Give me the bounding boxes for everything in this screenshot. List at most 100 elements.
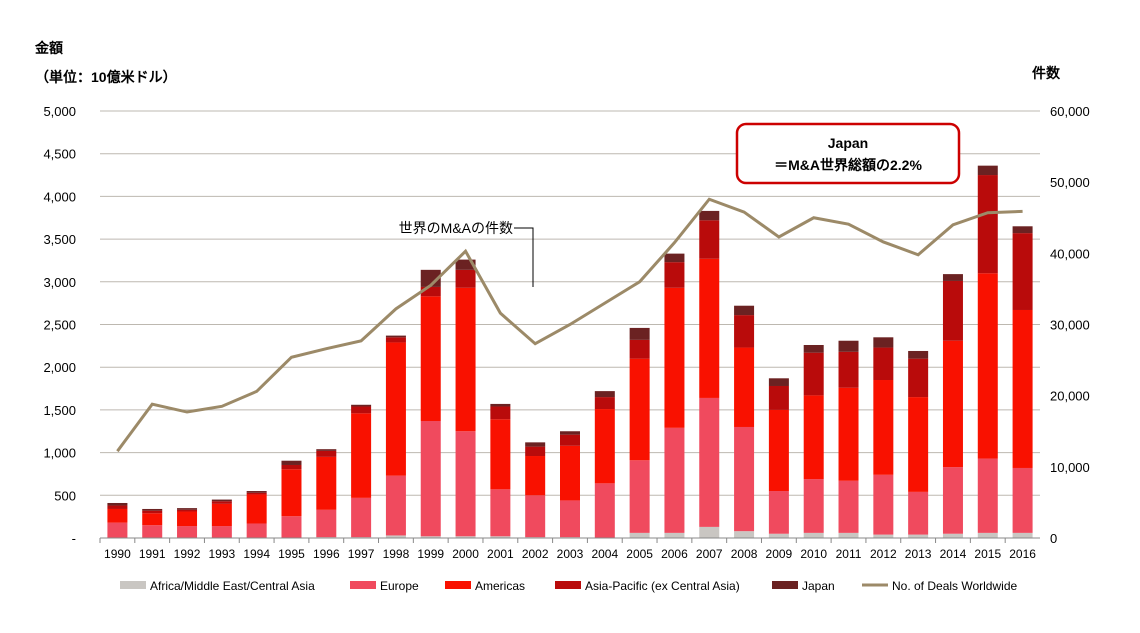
bar-segment: [177, 508, 198, 510]
bar-segment: [211, 499, 232, 502]
legend-swatch: [445, 581, 471, 589]
bar-segment: [385, 475, 406, 536]
y2-tick-label: 50,000: [1050, 175, 1090, 190]
x-tick-label: 2006: [661, 547, 688, 561]
y2-tick-label: 0: [1050, 531, 1057, 546]
bar-segment: [385, 342, 406, 476]
bar-segment: [351, 404, 372, 407]
bar-segment: [455, 287, 476, 432]
bar-segment: [385, 535, 406, 538]
bar-segment: [664, 427, 685, 533]
legend-swatch: [120, 581, 146, 589]
bar-segment: [768, 491, 789, 534]
legend-label: Europe: [380, 579, 419, 593]
y-tick-label: 1,000: [43, 446, 76, 461]
bar-segment: [525, 446, 546, 457]
bar-segment: [734, 531, 755, 538]
bar-segment: [246, 492, 267, 495]
bar-segment: [664, 532, 685, 538]
legend: Africa/Middle East/Central Asia Europe Ame…: [120, 579, 1017, 593]
y2-tick-label: 20,000: [1050, 389, 1090, 404]
bar-segment: [385, 337, 406, 343]
bar-segment: [908, 397, 929, 492]
y-tick-label: 4,000: [43, 189, 76, 204]
bar-segment: [490, 406, 511, 420]
bar-segment: [942, 274, 963, 281]
legend-label: Americas: [475, 579, 525, 593]
bar-segment: [281, 464, 302, 470]
legend-swatch: [350, 581, 376, 589]
x-tick-label: 1998: [383, 547, 410, 561]
bar-segment: [873, 380, 894, 475]
y-tick-label: 2,500: [43, 318, 76, 333]
bar-segment: [908, 534, 929, 538]
note-box-border: [735, 122, 961, 185]
x-tick-label: 1991: [139, 547, 166, 561]
bar-segment: [281, 516, 302, 538]
bar-segment: [768, 378, 789, 386]
x-tick-label: 2008: [731, 547, 758, 561]
bar-segment: [594, 483, 615, 538]
bar-segment: [560, 434, 580, 446]
bar-segment: [942, 467, 963, 534]
legend-label: No. of Deals Worldwide: [892, 579, 1017, 593]
bar-segment: [351, 497, 372, 538]
legend-label: Japan: [802, 579, 835, 593]
callout-leader: [514, 227, 534, 287]
x-tick-label: 1992: [174, 547, 201, 561]
note-line1: Japan: [828, 135, 868, 151]
japan-note-box: Japan ＝M&A世界総額の2.2%: [735, 122, 961, 185]
bar-segment: [142, 513, 163, 526]
bar-segment: [490, 403, 511, 407]
callout-text: 世界のM&Aの件数: [399, 220, 513, 236]
bar-segment: [525, 456, 546, 496]
x-tick-label: 2016: [1009, 547, 1036, 561]
bar-segment: [211, 526, 232, 538]
bar-segment: [420, 421, 441, 537]
bar-segment: [455, 536, 476, 538]
bar-segment: [455, 259, 476, 270]
bar-segment: [455, 431, 476, 537]
bar-segment: [629, 358, 650, 461]
bar-segment: [316, 456, 337, 510]
bar-segment: [316, 449, 337, 451]
x-tick-label: 2004: [591, 547, 618, 561]
x-tick-label: 2003: [557, 547, 584, 561]
bar-segment: [142, 510, 163, 514]
bar-segment: [768, 533, 789, 538]
x-tick-label: 1995: [278, 547, 305, 561]
y-tick-label: 1,500: [43, 403, 76, 418]
y2-tick-label: 40,000: [1050, 246, 1090, 261]
legend-label: Africa/Middle East/Central Asia: [150, 579, 315, 593]
bar-segment: [873, 474, 894, 535]
bar-segment: [420, 536, 441, 538]
bar-segment: [420, 269, 441, 287]
x-tick-label: 2015: [974, 547, 1001, 561]
y-tick-label: -: [72, 531, 76, 546]
x-tick-label: 2014: [940, 547, 967, 561]
bar-segment: [977, 273, 998, 459]
bar-segment: [629, 532, 650, 538]
bar-segment: [316, 509, 337, 538]
x-tick-label: 2002: [522, 547, 549, 561]
bar-segment: [211, 501, 232, 504]
y-tick-label: 3,000: [43, 275, 76, 290]
bar-segment: [977, 458, 998, 533]
bar-segment: [699, 397, 720, 527]
bar-segment: [1012, 467, 1033, 533]
bar-segment: [838, 340, 859, 352]
bar-segment: [177, 511, 198, 527]
bar-segment: [385, 335, 406, 338]
bar-segment: [803, 532, 824, 538]
x-tick-label: 1990: [104, 547, 131, 561]
bar-segment: [768, 409, 789, 492]
legend-swatch: [772, 581, 798, 589]
bar-segment: [838, 480, 859, 533]
bar-segment: [768, 385, 789, 410]
bar-segment: [281, 469, 302, 517]
x-tick-label: 1999: [417, 547, 444, 561]
bar-segment: [594, 409, 615, 484]
y2-tick-label: 10,000: [1050, 460, 1090, 475]
bar-segment: [803, 352, 824, 396]
